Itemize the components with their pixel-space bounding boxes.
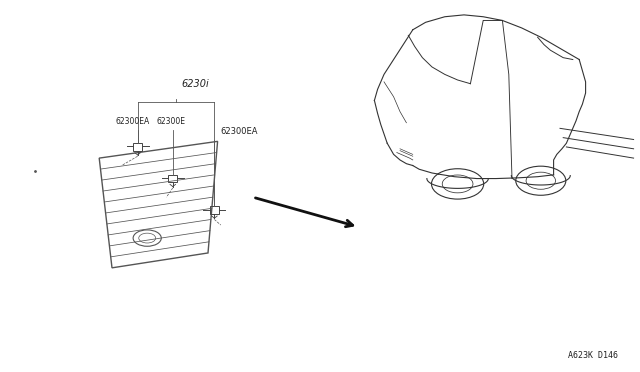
Text: 62300EA: 62300EA	[221, 127, 259, 136]
Text: 62300EA: 62300EA	[115, 118, 150, 126]
Text: 6230i: 6230i	[181, 79, 209, 89]
Text: A623K D146: A623K D146	[568, 351, 618, 360]
Text: 62300E: 62300E	[157, 118, 186, 126]
